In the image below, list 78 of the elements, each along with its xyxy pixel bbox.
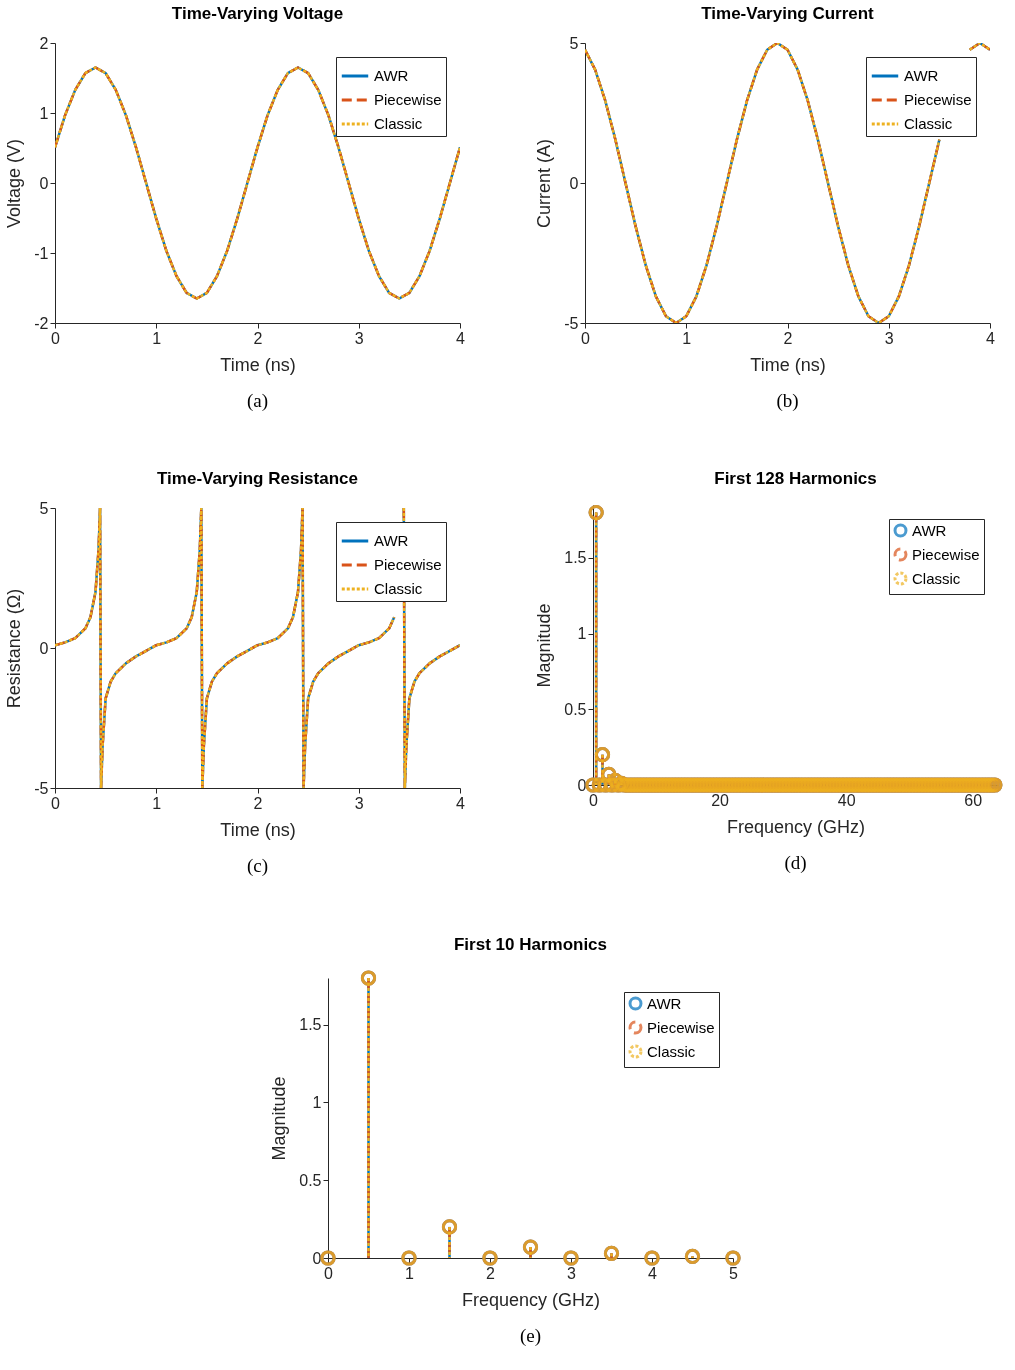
y-tick-label: 2 — [39, 34, 49, 52]
x-axis-title: Frequency (GHz) — [461, 1289, 601, 1310]
x-tick-label: 0 — [324, 1264, 334, 1282]
chart-title: Time-Varying Current — [701, 4, 875, 23]
x-axis-title: Time (ns) — [750, 354, 826, 375]
legend-label: Classic — [912, 569, 961, 587]
chart-title: First 128 Harmonics — [714, 469, 877, 489]
y-tick-label: 0 — [39, 174, 49, 192]
y-tick-label: 0 — [577, 776, 587, 794]
x-tick-label: 0 — [589, 791, 599, 809]
y-axis-title: Resistance (Ω) — [4, 588, 25, 709]
x-tick-label: 5 — [729, 1264, 739, 1282]
legend-label: Classic — [374, 115, 423, 132]
legend-label: AWR — [374, 67, 409, 84]
x-tick-label: 40 — [837, 791, 856, 809]
y-tick-label: -2 — [34, 314, 49, 332]
x-tick-label: 3 — [567, 1264, 577, 1282]
x-tick-label: 1 — [682, 329, 692, 347]
legend-label: Classic — [647, 1042, 696, 1060]
y-tick-label: 0 — [39, 639, 49, 657]
x-tick-label: 4 — [986, 329, 996, 347]
x-tick-label: 2 — [486, 1264, 496, 1282]
x-tick-label: 3 — [354, 794, 364, 812]
legend-label: Piecewise — [374, 91, 442, 108]
chart-title: Time-Varying Resistance — [157, 469, 358, 488]
text: (d) — [784, 852, 807, 874]
legend-label: Piecewise — [647, 1018, 715, 1036]
y-tick-label: 1 — [39, 104, 49, 122]
legend-label: AWR — [647, 994, 682, 1012]
text: (b) — [776, 390, 799, 412]
x-tick-label: 60 — [964, 791, 983, 809]
x-tick-label: 4 — [648, 1264, 658, 1282]
text: (c) — [246, 855, 269, 877]
y-tick-label: -1 — [34, 244, 49, 262]
y-tick-label: 1 — [312, 1093, 322, 1111]
x-tick-label: 0 — [51, 794, 61, 812]
y-tick-label: 1 — [577, 625, 587, 643]
x-tick-label: 2 — [253, 329, 263, 347]
text: (a) — [246, 390, 269, 412]
x-tick-label: 4 — [456, 329, 466, 347]
x-tick-label: 2 — [253, 794, 263, 812]
x-tick-label: 3 — [354, 329, 364, 347]
y-axis-title: Magnitude — [269, 1076, 290, 1161]
x-tick-label: 1 — [152, 794, 162, 812]
x-tick-label: 1 — [152, 329, 162, 347]
chart-title: First 10 Harmonics — [453, 934, 608, 954]
y-tick-label: 0 — [312, 1249, 322, 1267]
y-tick-label: -5 — [564, 314, 579, 332]
legend-label: Classic — [374, 580, 423, 597]
x-tick-label: 3 — [884, 329, 894, 347]
chart-title: Time-Varying Voltage — [171, 4, 344, 23]
legend-label: Classic — [904, 115, 953, 132]
x-tick-label: 1 — [405, 1264, 415, 1282]
legend-label: Piecewise — [904, 91, 972, 108]
legend-label: Piecewise — [912, 545, 980, 563]
x-tick-label: 0 — [51, 329, 61, 347]
legend-label: AWR — [904, 67, 939, 84]
y-tick-label: 0 — [569, 174, 579, 192]
legend-label: AWR — [912, 521, 947, 539]
y-tick-label: 0.5 — [299, 1171, 322, 1189]
text: (e) — [519, 1325, 542, 1347]
x-tick-label: 2 — [783, 329, 793, 347]
legend-label: Piecewise — [374, 556, 442, 573]
y-axis-title: Current (A) — [534, 138, 555, 229]
y-tick-label: -5 — [34, 779, 49, 797]
legend-label: AWR — [374, 532, 409, 549]
x-axis-title: Time (ns) — [220, 354, 296, 375]
y-tick-label: 0.5 — [564, 700, 587, 718]
y-tick-label: 5 — [569, 34, 579, 52]
y-axis-title: Voltage (V) — [4, 138, 25, 229]
y-tick-label: 1.5 — [299, 1016, 322, 1034]
y-axis-title: Magnitude — [534, 603, 555, 688]
x-axis-title: Time (ns) — [220, 819, 296, 840]
x-tick-label: 4 — [456, 794, 466, 812]
y-tick-label: 5 — [39, 499, 49, 517]
x-tick-label: 20 — [711, 791, 730, 809]
x-axis-title: Frequency (GHz) — [726, 816, 866, 837]
y-tick-label: 1.5 — [564, 549, 587, 567]
